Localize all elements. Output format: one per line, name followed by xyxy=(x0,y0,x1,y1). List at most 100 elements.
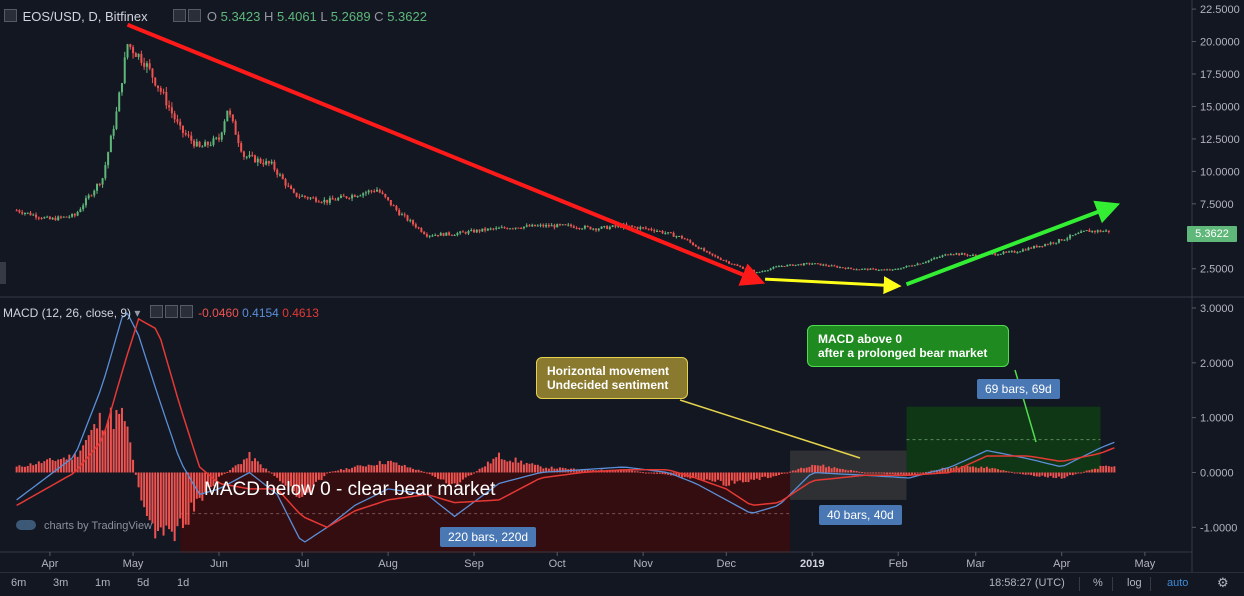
macd-histogram-bar xyxy=(362,466,365,473)
macd-histogram-bar xyxy=(753,472,756,480)
macd-histogram-bar xyxy=(290,472,293,487)
candle-body xyxy=(292,189,295,193)
macd-histogram-bar xyxy=(204,472,207,492)
macd-histogram-bar xyxy=(866,472,869,474)
macd-dropdown-icon[interactable]: ▾ xyxy=(134,306,141,320)
macd-histogram-bar xyxy=(581,469,584,473)
candle-body xyxy=(553,225,556,228)
macd-histogram-bar xyxy=(1080,472,1083,474)
tf-1d[interactable]: 1d xyxy=(177,577,190,589)
macd-histogram-bar xyxy=(198,472,201,498)
candle-body xyxy=(217,137,220,140)
candle-body xyxy=(287,185,290,187)
candle-body xyxy=(21,212,24,214)
candle-body xyxy=(179,121,182,126)
macd-histogram-bar xyxy=(1099,465,1102,473)
macd-histogram-bar xyxy=(456,472,459,486)
macd-histogram-bar xyxy=(500,459,503,473)
candle-body xyxy=(181,125,184,133)
horizontal-callout-line1: Horizontal movement xyxy=(547,364,670,378)
candle-body xyxy=(1044,244,1047,247)
downtrend-arrow xyxy=(126,22,766,286)
log-toggle[interactable]: log xyxy=(1127,577,1142,589)
candle-body xyxy=(736,264,739,266)
candle-body xyxy=(836,266,839,268)
candle-body xyxy=(528,225,531,227)
macd-histogram-bar xyxy=(800,467,803,473)
candle-body xyxy=(370,190,373,192)
candle-body xyxy=(628,225,631,227)
gear-icon[interactable]: ⚙ xyxy=(1217,575,1229,590)
macd-eye-icon[interactable] xyxy=(149,305,163,318)
tf-5d[interactable]: 5d xyxy=(137,577,150,589)
macd-histogram-bar xyxy=(703,472,706,481)
macd-histogram-bar xyxy=(991,467,994,473)
macd-histogram-bar xyxy=(367,464,370,473)
candle-body xyxy=(73,214,76,216)
candle-body xyxy=(87,195,90,199)
candle-body xyxy=(680,235,683,239)
candle-body xyxy=(104,165,107,179)
macd-histogram-bar xyxy=(65,459,68,473)
collapse-icon[interactable] xyxy=(4,9,17,22)
candle-body xyxy=(190,135,193,141)
candle-body xyxy=(1069,235,1072,239)
eye-icon[interactable] xyxy=(173,9,187,22)
macd-histogram-bar xyxy=(234,465,237,473)
candle-body xyxy=(450,234,453,236)
tf-3m[interactable]: 3m xyxy=(53,577,69,589)
macd-histogram-bar xyxy=(109,407,112,473)
macd-histogram-bar xyxy=(1044,472,1047,477)
candle-body xyxy=(193,140,196,147)
macd-histogram-bar xyxy=(863,472,866,474)
macd-histogram-bar xyxy=(392,462,395,473)
candle-body xyxy=(400,214,403,216)
macd-histogram-bar xyxy=(836,468,839,473)
candle-body xyxy=(869,268,872,270)
tf-1m[interactable]: 1m xyxy=(95,577,111,589)
macd-histogram-bar xyxy=(924,472,927,474)
macd-histogram-bar xyxy=(545,467,548,473)
macd-histogram-bar xyxy=(506,461,509,473)
settings-icon[interactable] xyxy=(188,9,202,22)
macd-histogram-bar xyxy=(522,464,525,473)
symbol-title: EOS/USD, D, Bitfinex xyxy=(22,9,148,24)
macd-histogram-bar xyxy=(833,467,836,473)
candle-body xyxy=(339,195,342,198)
macd-histogram-bar xyxy=(68,454,71,473)
auto-toggle[interactable]: auto xyxy=(1167,577,1189,589)
candle-body xyxy=(730,263,733,265)
macd-histogram-bar xyxy=(15,466,18,473)
candle-body xyxy=(791,264,794,266)
candle-body xyxy=(345,196,348,198)
candle-body xyxy=(1071,235,1074,237)
macd-histogram-bar xyxy=(816,465,819,473)
candle-body xyxy=(722,259,725,261)
macd-histogram-bar xyxy=(79,450,82,473)
tf-6m[interactable]: 6m xyxy=(11,577,27,589)
candle-body xyxy=(384,193,387,198)
candle-body xyxy=(478,229,481,232)
macd-histogram-bar xyxy=(509,460,512,473)
macd-histogram-bar xyxy=(960,466,963,473)
candle-body xyxy=(1060,239,1063,241)
open-label: O xyxy=(206,9,217,24)
candle-body xyxy=(844,267,847,269)
macd-histogram-bar xyxy=(561,467,564,473)
price-tick-label: 20.0000 xyxy=(1200,37,1240,49)
candle-body xyxy=(1088,230,1091,233)
candle-body xyxy=(963,253,966,255)
macd-histogram-bar xyxy=(905,472,908,475)
candle-body xyxy=(187,134,190,136)
candle-body xyxy=(825,264,828,266)
candle-body xyxy=(517,227,520,229)
percent-toggle[interactable]: % xyxy=(1093,577,1103,589)
macd-close-icon[interactable] xyxy=(179,305,193,318)
scroll-left-handle[interactable] xyxy=(0,262,6,284)
candle-body xyxy=(933,257,936,260)
macd-settings-icon[interactable] xyxy=(164,305,178,318)
macd-histogram-bar xyxy=(847,470,850,473)
candle-body xyxy=(974,254,977,256)
tradingview-watermark: charts by TradingView xyxy=(16,520,152,532)
